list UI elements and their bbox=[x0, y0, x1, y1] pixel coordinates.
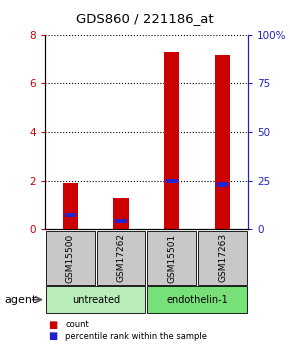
Bar bbox=[115, 219, 127, 223]
Bar bbox=[46, 286, 145, 313]
Bar bbox=[97, 231, 145, 285]
Text: GSM17263: GSM17263 bbox=[218, 233, 227, 283]
Text: percentile rank within the sample: percentile rank within the sample bbox=[65, 332, 207, 341]
Bar bbox=[166, 178, 177, 183]
Bar bbox=[46, 231, 95, 285]
Bar bbox=[65, 213, 76, 217]
Bar bbox=[215, 55, 230, 229]
Text: GSM15501: GSM15501 bbox=[167, 233, 176, 283]
Bar bbox=[198, 231, 247, 285]
Text: agent: agent bbox=[4, 295, 37, 305]
Text: untreated: untreated bbox=[72, 295, 120, 305]
Bar bbox=[147, 286, 247, 313]
Text: ■: ■ bbox=[48, 320, 57, 330]
Bar bbox=[63, 183, 78, 229]
Text: GSM17262: GSM17262 bbox=[117, 233, 126, 283]
Bar bbox=[147, 231, 196, 285]
Text: ■: ■ bbox=[48, 332, 57, 341]
Bar bbox=[217, 182, 228, 187]
Bar bbox=[113, 198, 129, 229]
Text: count: count bbox=[65, 321, 89, 329]
Text: endothelin-1: endothelin-1 bbox=[166, 295, 228, 305]
Text: GDS860 / 221186_at: GDS860 / 221186_at bbox=[76, 12, 214, 25]
Bar bbox=[164, 51, 180, 229]
Text: GSM15500: GSM15500 bbox=[66, 233, 75, 283]
